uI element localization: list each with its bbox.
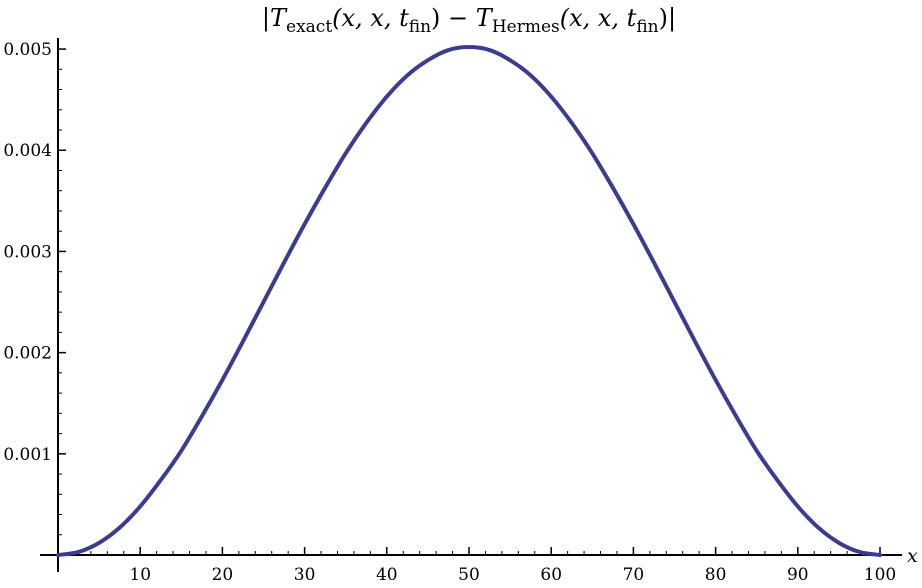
y-tick-label: 0.002 [3,344,52,364]
title-t-hermes-sub: Hermes [492,17,560,37]
y-tick-label: 0.004 [3,141,52,161]
x-tick-label: 50 [458,565,480,585]
series [56,45,882,557]
x-tick-label: 90 [787,565,809,585]
y-tick-label: 0.005 [3,40,52,60]
title-t-exact: T [270,4,288,32]
title-t-exact-args-sub: fin [409,17,431,37]
x-axis-label: x [907,545,918,567]
y-tick-label: 0.003 [3,242,52,262]
x-tick-label: 70 [623,565,645,585]
y-tick-label: 0.001 [3,445,52,465]
x-tick-label: 30 [294,565,316,585]
x-tick-label: 100 [864,565,896,585]
x-tick-label: 80 [705,565,727,585]
title-t-exact-args: (x, x, t [332,4,409,32]
title-bar-close: | [668,4,676,33]
x-tick-label: 40 [376,565,398,585]
series-line-0 [56,45,882,557]
title-t-hermes-args-close: ) [659,4,668,32]
chart-title: |Texact(x, x, tfin) − THermes(x, x, tfin… [262,4,676,37]
title-t-hermes-args: (x, x, t [560,4,637,32]
x-tick-label: 60 [540,565,562,585]
x-tick-label: 20 [212,565,234,585]
x-tick-label: 10 [129,565,151,585]
title-t-hermes-args-sub: fin [636,17,658,37]
title-t-hermes: T [476,4,494,32]
title-bar-open: | [262,4,270,33]
axes [40,38,902,572]
ticks: 10 20 30 40 50 60 70 80 90 100 0.001 0.002 0.003 0.00… [3,40,896,585]
title-t-exact-args-close: ) [431,4,440,32]
title-t-exact-sub: exact [286,17,332,37]
title-minus: − [440,4,475,32]
